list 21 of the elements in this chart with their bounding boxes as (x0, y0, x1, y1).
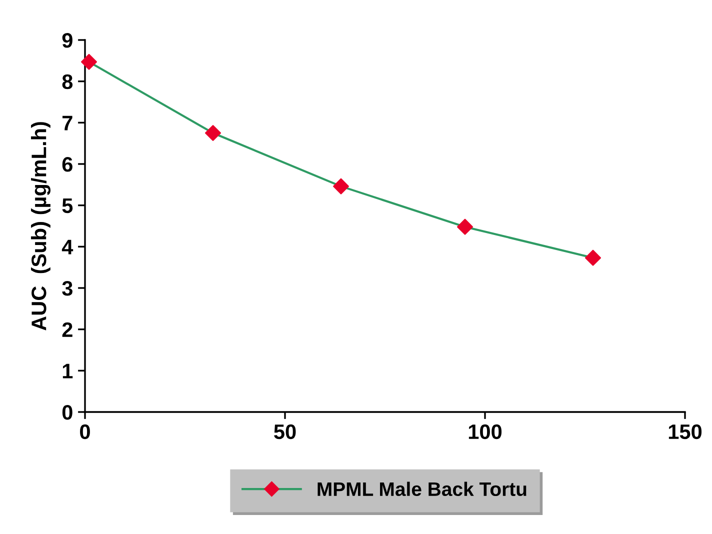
point (205, 125, 221, 141)
y-tick-label: 4 (62, 240, 74, 254)
y-tick-label: 0 (62, 405, 72, 420)
legend-label: MPML Male Back Tortu (318, 482, 526, 496)
point (81, 54, 97, 70)
point (457, 218, 473, 235)
y-tick-label: 7 (62, 116, 72, 130)
x-tick-label: 100 (468, 424, 502, 440)
x-tick-label: 0 (80, 424, 90, 440)
x-tick-label: 150 (668, 424, 702, 440)
y-tick-label: 5 (62, 198, 73, 214)
y-tick-label: 8 (62, 74, 73, 90)
point (333, 178, 349, 194)
y-axis-title: AUC (Sub) (µg/mL.h) (30, 122, 50, 330)
y-tick-label: 3 (62, 281, 72, 296)
y-tick-label: 2 (62, 322, 72, 337)
y-tick-label: 6 (62, 157, 72, 172)
y-tick-label: 1 (62, 364, 73, 378)
x-tick-label: 50 (274, 424, 296, 440)
y-tick-label: 9 (62, 33, 72, 48)
point (585, 250, 601, 266)
